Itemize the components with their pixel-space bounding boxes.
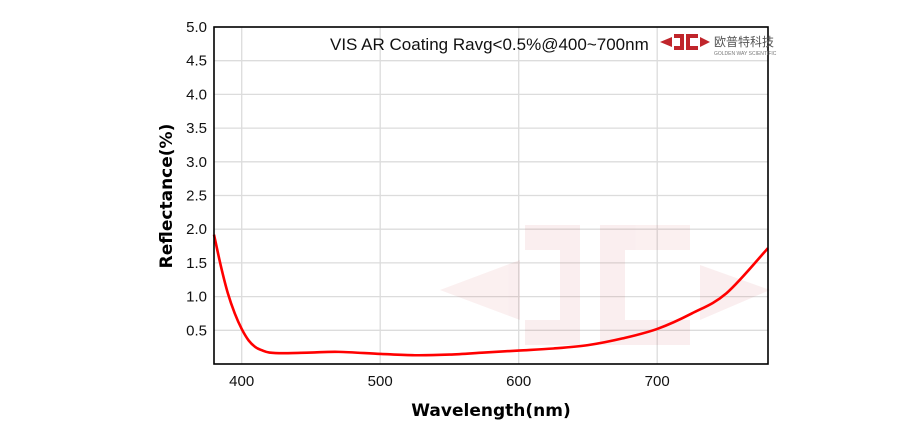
- x-tick-label: 600: [506, 373, 531, 390]
- y-tick-label: 3.0: [186, 154, 207, 171]
- logo-text-cn: 欧普特科技: [714, 34, 774, 49]
- y-tick-label: 2.0: [186, 221, 207, 238]
- x-axis-label: Wavelength(nm): [411, 401, 570, 421]
- y-axis-label: Reflectance(%): [157, 124, 177, 269]
- y-tick-label: 3.5: [186, 120, 207, 137]
- x-tick-label: 700: [645, 373, 670, 390]
- y-tick-label: 5.0: [186, 19, 207, 36]
- x-tick-label: 500: [368, 373, 393, 390]
- logo: 欧普特科技 GOLDEN WAY SCIENTIFIC: [660, 34, 777, 57]
- x-tick-label: 400: [229, 373, 254, 390]
- y-tick-label: 1.0: [186, 289, 207, 306]
- y-tick-label: 2.5: [186, 188, 207, 205]
- data-line: [212, 234, 769, 357]
- y-tick-label: 0.5: [186, 322, 207, 339]
- logo-text-en: GOLDEN WAY SCIENTIFIC: [714, 51, 777, 57]
- grid: [214, 26, 768, 364]
- plot-frame: [213, 26, 769, 365]
- y-tick-label: 4.0: [186, 86, 207, 103]
- chart-title: VIS AR Coating Ravg<0.5%@400~700nm: [330, 35, 649, 54]
- y-tick-label: 1.5: [186, 255, 207, 272]
- watermark-logo: [440, 225, 770, 345]
- y-tick-label: 4.5: [186, 53, 207, 70]
